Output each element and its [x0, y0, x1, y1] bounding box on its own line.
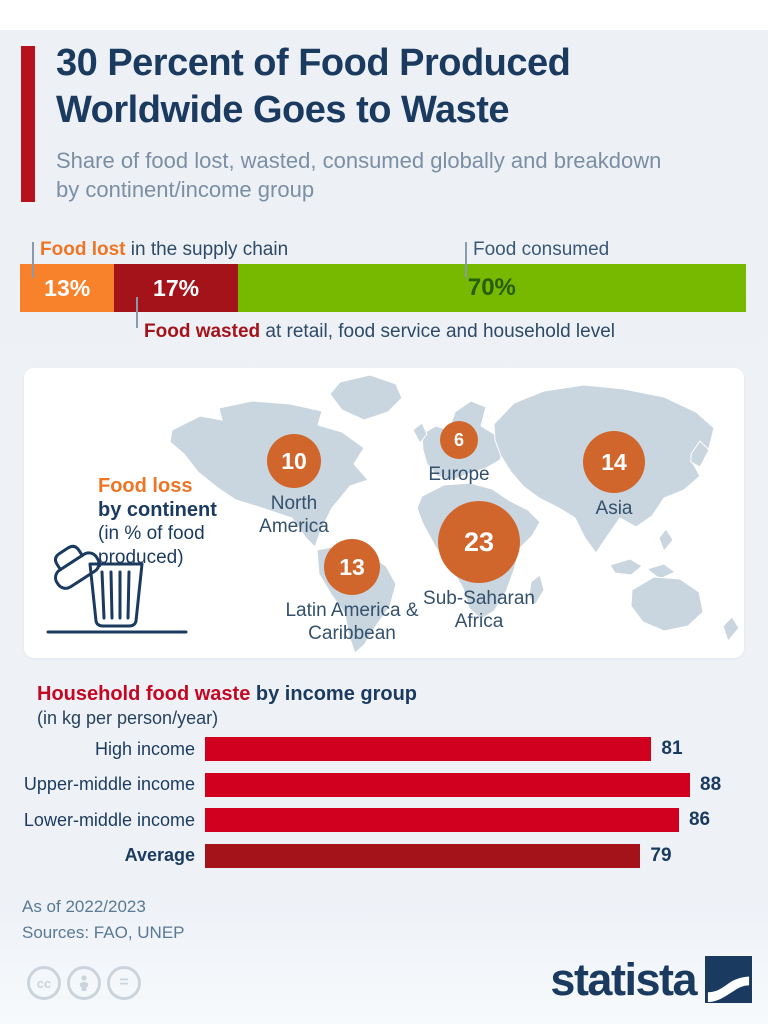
row-value: 86	[688, 809, 711, 830]
statista-logo[interactable]: statista	[550, 956, 752, 1003]
row-bar	[205, 737, 652, 761]
bubble-value: 6	[453, 429, 464, 450]
row-label: Upper-middle income	[23, 774, 195, 794]
income-chart-row: Lower-middle income 86	[0, 808, 768, 832]
bubble-value: 14	[601, 448, 627, 475]
row-bar	[205, 808, 679, 832]
food-wasted-callout-line	[136, 297, 138, 328]
income-title-emphasis: Household food waste	[37, 683, 251, 705]
row-value: 88	[700, 773, 722, 795]
income-title-rest: by income group	[250, 683, 418, 705]
equals-icon[interactable]: =	[107, 966, 141, 1000]
food-lost-callout-line	[32, 242, 34, 278]
row-value: 79	[650, 844, 672, 866]
income-bar-chart: High income 81 Upper-middle income 88 Lower-…	[0, 737, 768, 879]
food-wasted-rest: at retail, food service and household le…	[260, 321, 616, 342]
map-legend-title-navy: by continent	[98, 499, 217, 521]
food-wasted-emphasis: Food wasted	[144, 321, 261, 342]
food-consumed-callout-label: Food consumed	[473, 239, 610, 260]
footnote-asof: As of 2022/2023	[22, 897, 146, 916]
income-chart-row: Average 79	[0, 843, 768, 868]
food-loss-map-card: Food loss by continent (in % of food pro…	[24, 368, 744, 658]
cc-license-icons[interactable]: cc =	[27, 966, 141, 1000]
map-bubble-europe: 6	[440, 421, 478, 459]
bubble-value: 10	[281, 447, 307, 474]
income-chart-title: Household food waste by income group	[37, 683, 417, 706]
segment-value-label: 17%	[153, 274, 200, 301]
footnote-sources: Sources: FAO, UNEP	[22, 923, 185, 942]
bubble-label: Europe	[428, 464, 490, 485]
map-bubble-sub-saharan-africa: 23	[438, 501, 520, 583]
page-subtitle: Share of food lost, wasted, consumed glo…	[56, 148, 662, 202]
row-label: Lower-middle income	[23, 809, 195, 830]
map-legend-title-orange: Food loss	[98, 475, 193, 497]
statista-wordmark: statista	[550, 953, 697, 1005]
income-chart-row: Upper-middle income 88	[0, 772, 768, 797]
map-legend-unit: (in % of food produced)	[98, 523, 205, 568]
row-bar	[205, 772, 690, 797]
bubble-value: 13	[339, 553, 365, 580]
row-label: High income	[94, 738, 195, 759]
food-lost-rest: in the supply chain	[125, 239, 289, 260]
bar-segment-food-consumed: 70%	[237, 264, 746, 312]
bar-segment-food-wasted: 17%	[114, 264, 238, 312]
attribution-person-icon[interactable]	[67, 966, 101, 1000]
bubble-label: Asia	[595, 498, 633, 519]
food-lost-callout-label: Food lost in the supply chain	[40, 239, 288, 261]
bubble-label: Sub-Saharan Africa	[423, 588, 535, 632]
bubble-value: 23	[463, 526, 495, 557]
income-chart-subtitle: (in kg per person/year)	[37, 708, 219, 728]
cc-icon[interactable]: cc	[27, 966, 61, 1000]
global-share-stacked-bar: 13% 17% 70%	[20, 264, 746, 312]
trash-can-icon	[46, 544, 188, 634]
row-bar	[205, 843, 641, 868]
row-label: Average	[124, 845, 195, 865]
page-title: 30 Percent of Food Produced Worldwide Go…	[56, 42, 571, 131]
income-chart-row: High income 81	[0, 737, 768, 761]
bubble-label: Latin America & Caribbean	[285, 600, 419, 644]
segment-value-label: 13%	[44, 274, 91, 301]
bar-segment-food-lost: 13%	[20, 264, 115, 312]
statista-logo-mark	[705, 956, 752, 1003]
bubble-label: North America	[259, 493, 329, 537]
map-bubble-asia: 14	[583, 431, 645, 493]
food-consumed-callout-line	[465, 242, 467, 278]
map-bubble-latinamerica-caribbean: 13	[324, 539, 380, 595]
title-accent-bar	[21, 46, 35, 202]
segment-value-label: 70%	[467, 274, 516, 301]
map-bubble-north-america: 10	[267, 434, 321, 488]
map-legend: Food loss by continent (in % of food pro…	[98, 474, 224, 570]
food-lost-emphasis: Food lost	[40, 239, 126, 260]
row-value: 81	[661, 738, 683, 759]
food-wasted-callout-label: Food wasted at retail, food service and …	[144, 321, 615, 343]
